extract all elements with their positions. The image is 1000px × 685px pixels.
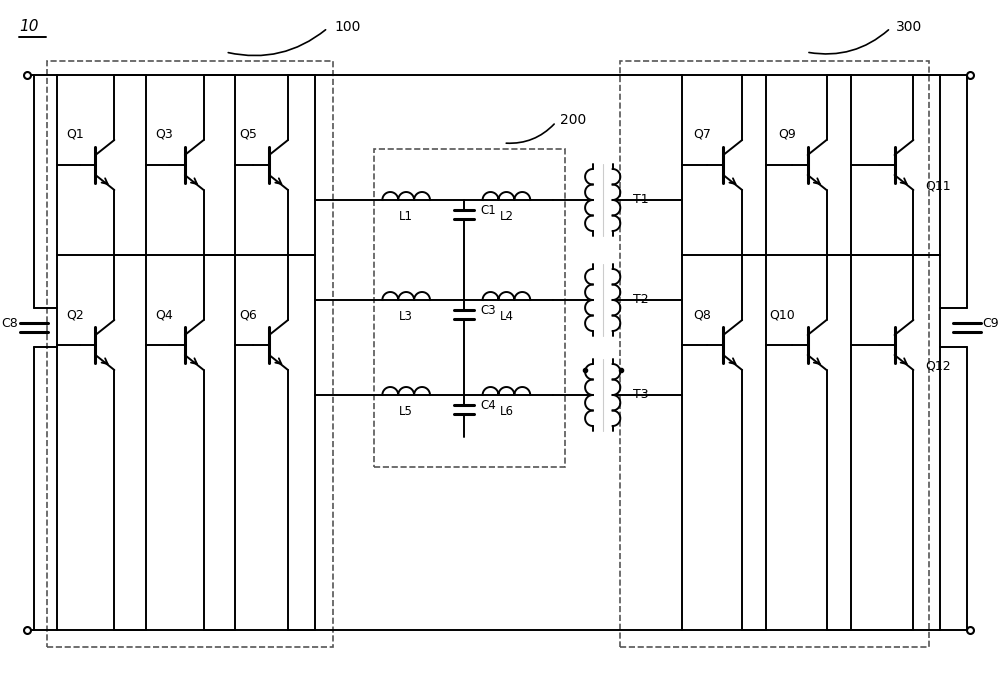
Text: C8: C8: [2, 317, 18, 330]
Text: Q2: Q2: [66, 308, 84, 321]
Text: 10: 10: [19, 19, 39, 34]
Text: Q8: Q8: [694, 308, 711, 321]
Bar: [47, 61, 333, 647]
Text: L5: L5: [399, 405, 413, 418]
Text: 300: 300: [896, 20, 922, 34]
Text: L6: L6: [499, 405, 513, 418]
FancyArrowPatch shape: [228, 29, 326, 55]
Text: Q11: Q11: [925, 180, 951, 193]
Text: Q12: Q12: [925, 360, 951, 373]
Text: Q6: Q6: [239, 308, 257, 321]
Text: 200: 200: [560, 113, 586, 127]
Text: Q1: Q1: [66, 128, 84, 141]
Bar: [374, 149, 565, 467]
Text: Q9: Q9: [778, 128, 796, 141]
Text: C3: C3: [481, 305, 496, 318]
Text: L3: L3: [399, 310, 413, 323]
Text: Q10: Q10: [769, 308, 795, 321]
Text: Q7: Q7: [694, 128, 711, 141]
Text: C1: C1: [481, 205, 496, 218]
Text: T2: T2: [633, 293, 648, 306]
Text: Q4: Q4: [155, 308, 173, 321]
Text: 100: 100: [335, 20, 361, 34]
Text: L1: L1: [399, 210, 413, 223]
FancyArrowPatch shape: [506, 124, 554, 143]
Text: T3: T3: [633, 388, 648, 401]
Text: T1: T1: [633, 193, 648, 206]
Text: Q5: Q5: [239, 128, 257, 141]
Text: L4: L4: [499, 310, 513, 323]
Text: L2: L2: [499, 210, 513, 223]
Text: C9: C9: [983, 317, 999, 330]
Text: Q3: Q3: [155, 128, 173, 141]
FancyArrowPatch shape: [809, 30, 888, 54]
Text: C4: C4: [481, 399, 496, 412]
Bar: [620, 61, 929, 647]
